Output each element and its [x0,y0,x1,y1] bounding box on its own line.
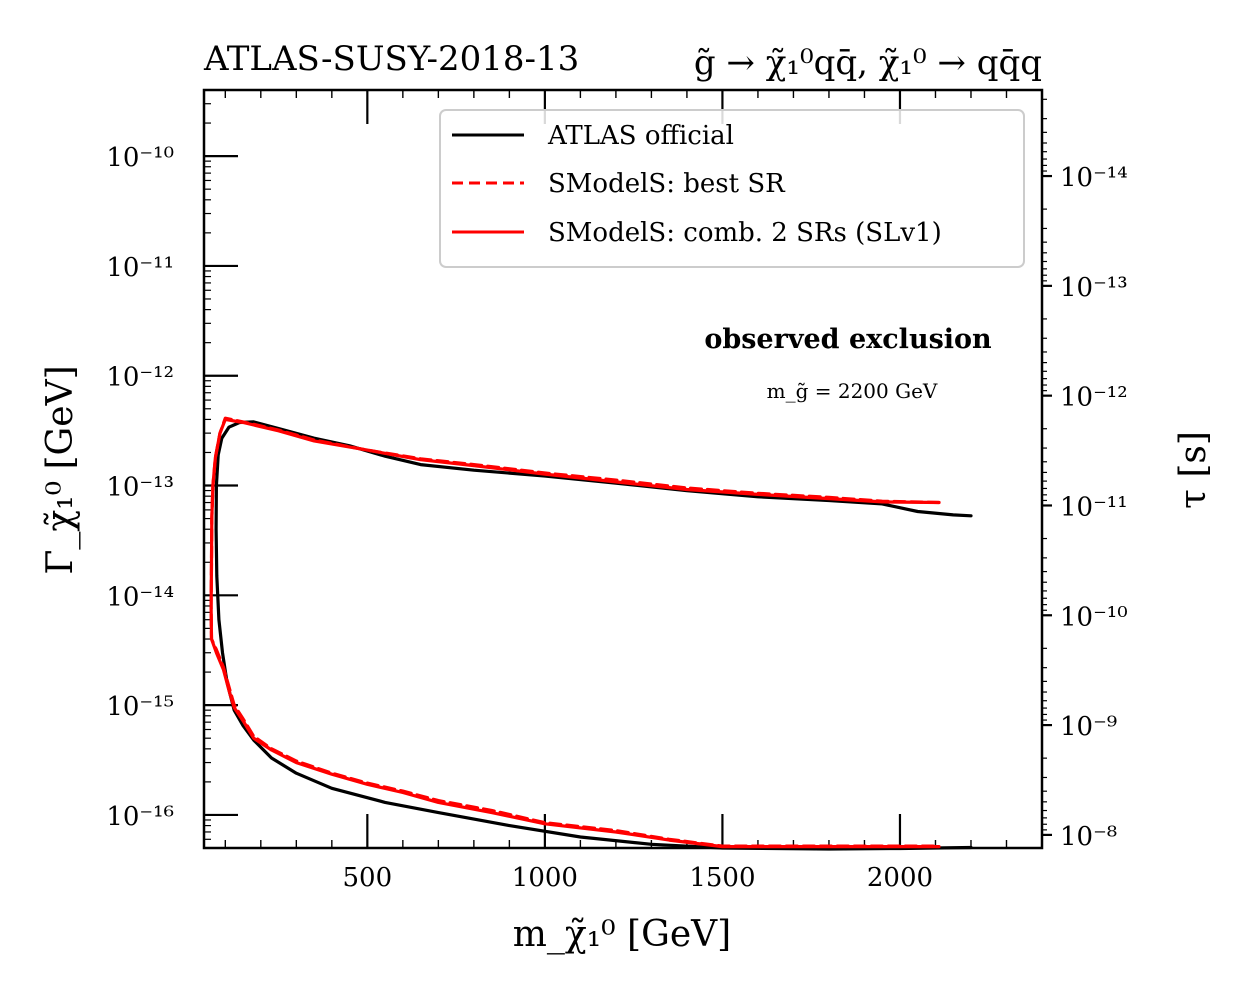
legend-label-comb-sr: SModelS: comb. 2 SRs (SLv1) [548,218,942,248]
ticks-layer: 500 1000 1500 2000 10⁻¹⁶ 10⁻¹⁵ 10⁻¹⁴ 10⁻¹³ 10⁻¹²… [106,89,1128,893]
legend: ATLAS official SModelS: best SR SModelS:… [439,109,1025,268]
series-smodels-comb-2srs [209,417,941,849]
series-layer [209,416,973,851]
y-tick-label-right: 10⁻¹³ [1060,273,1128,303]
annotation-observed-exclusion: observed exclusion [704,324,992,355]
y-tick-label-right: 10⁻¹⁴ [1060,163,1128,193]
y-tick-label-left: 10⁻¹⁴ [106,582,174,612]
y-tick-label-left: 10⁻¹⁰ [106,143,174,173]
y-tick-label-right: 10⁻⁹ [1060,712,1117,742]
plot-frame [202,88,1044,850]
chart-title-right: g̃ → χ̃₁⁰qq̄, χ̃₁⁰ → qq̄q [694,43,1042,83]
x-tick-label: 2000 [867,863,933,893]
y-tick-label-left: 10⁻¹¹ [106,253,174,283]
y-tick-label-right: 10⁻¹⁰ [1060,602,1128,632]
legend-box [439,109,1025,268]
y-tick-label-left: 10⁻¹⁶ [106,802,174,832]
x-tick-label: 1500 [689,863,755,893]
legend-label-best-sr: SModelS: best SR [548,169,786,199]
y-tick-label-left: 10⁻¹³ [106,473,174,503]
y-axis-label-left: Γ_χ̃₁⁰ [GeV] [40,365,81,574]
y-tick-label-right: 10⁻⁸ [1060,822,1117,852]
x-tick-label: 500 [343,863,393,893]
y-tick-label-right: 10⁻¹¹ [1060,492,1128,522]
x-tick-label: 1000 [512,863,578,893]
y-tick-label-left: 10⁻¹² [106,363,174,393]
chart-title-left: ATLAS-SUSY-2018-13 [203,39,579,79]
y-axis-label-right: τ [s] [1173,431,1214,509]
x-axis-label: m_χ̃₁⁰ [GeV] [513,914,731,955]
y-tick-label-right: 10⁻¹² [1060,383,1128,413]
series-atlas-official [214,420,973,851]
y-tick-label-left: 10⁻¹⁵ [106,692,174,722]
legend-label-atlas: ATLAS official [547,121,734,151]
annotation-gluino-mass: m_g̃ = 2200 GeV [767,379,938,403]
